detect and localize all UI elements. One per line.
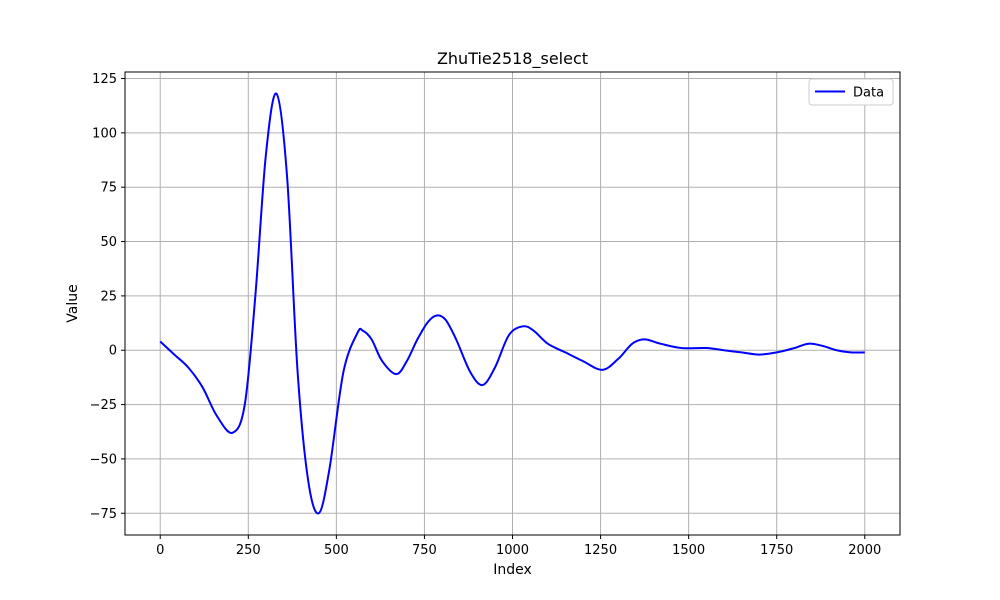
- y-tick-label: 0: [109, 344, 117, 359]
- y-axis: −75 −50 −25 0 25 50 75 100 125: [90, 72, 125, 522]
- x-axis-label: Index: [493, 562, 532, 578]
- y-tick-label: 125: [92, 72, 117, 87]
- x-tick-label: 0: [156, 543, 164, 558]
- legend: Data: [808, 78, 894, 106]
- legend-label-data: Data: [853, 86, 884, 101]
- y-axis-label: Value: [65, 284, 81, 322]
- grid-lines: [125, 72, 900, 535]
- x-tick-label: 2000: [848, 543, 881, 558]
- y-tick-label: −25: [90, 398, 117, 413]
- x-tick-label: 1500: [672, 543, 705, 558]
- x-tick-label: 1250: [584, 543, 617, 558]
- chart-title: ZhuTie2518_select: [437, 49, 588, 69]
- y-tick-label: −75: [90, 507, 117, 522]
- x-tick-label: 1750: [760, 543, 793, 558]
- y-tick-label: 50: [100, 235, 117, 250]
- x-axis: 0 250 500 750 1000 1250 1500 1750 2000: [156, 535, 881, 558]
- series-line-data: [159, 92, 865, 515]
- x-tick-label: 500: [324, 543, 349, 558]
- y-tick-label: −50: [90, 452, 117, 467]
- y-tick-label: 25: [100, 289, 117, 304]
- x-tick-label: 750: [412, 543, 437, 558]
- series-line-group: [159, 92, 865, 515]
- x-tick-label: 1000: [496, 543, 529, 558]
- y-tick-label: 75: [100, 181, 117, 196]
- x-tick-label: 250: [236, 543, 261, 558]
- y-tick-label: 100: [92, 126, 117, 141]
- legend-box: [808, 78, 894, 106]
